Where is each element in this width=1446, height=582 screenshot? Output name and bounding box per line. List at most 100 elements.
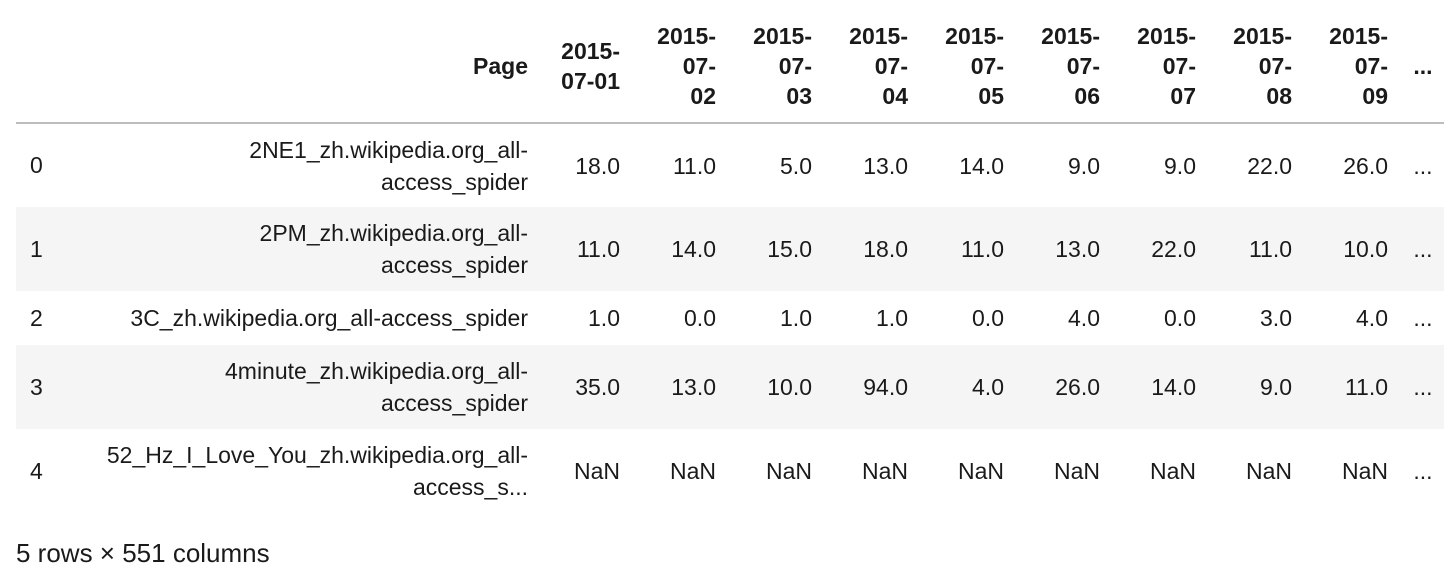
header-line: 03 <box>786 83 812 109</box>
page-cell: 4minute_zh.wikipedia.org_all-access_spid… <box>64 345 542 429</box>
header-line: 07 <box>1170 83 1196 109</box>
ellipsis-cell: ... <box>1413 374 1433 400</box>
value-cell: 35.0 <box>575 374 620 400</box>
value-cell: 14.0 <box>959 152 1004 179</box>
ellipsis-cell: ... <box>1413 305 1433 331</box>
header-line: 07- <box>1162 53 1196 79</box>
column-header-date: 2015- 07- 08 <box>1210 14 1306 123</box>
value-cell: NaN <box>1245 458 1292 484</box>
value-cell: 14.0 <box>1151 374 1196 400</box>
value-cell: NaN <box>1053 458 1100 484</box>
value-cell: 9.0 <box>1164 152 1196 179</box>
value-cell: 10.0 <box>1343 236 1388 262</box>
value-cell: 11.0 <box>672 152 716 179</box>
row-index: 2 <box>30 304 43 331</box>
header-line: 07- <box>1066 53 1100 79</box>
page-cell: 2NE1_zh.wikipedia.org_all-access_spider <box>64 123 542 207</box>
header-row: Page 2015- 07-01 2015- 07- 02 2015- 07- … <box>16 14 1444 123</box>
value-cell: 0.0 <box>972 305 1004 331</box>
header-line: 2015- <box>1329 23 1388 49</box>
value-cell: 0.0 <box>1164 305 1196 331</box>
value-cell: NaN <box>1341 458 1388 484</box>
value-cell: NaN <box>573 458 620 484</box>
header-line: 2015- <box>1233 23 1292 49</box>
header-line: 06 <box>1074 83 1100 109</box>
value-cell: 0.0 <box>684 305 716 331</box>
value-cell: 1.0 <box>876 305 908 331</box>
column-header-date: 2015- 07- 02 <box>634 14 730 123</box>
header-line: 07- <box>778 53 812 79</box>
page-line: 2NE1_zh.wikipedia.org_all- <box>249 136 528 163</box>
value-cell: NaN <box>861 458 908 484</box>
column-header-date: 2015- 07- 04 <box>826 14 922 123</box>
table-row: 3 4minute_zh.wikipedia.org_all-access_spi… <box>16 345 1444 429</box>
header-line: 07- <box>1354 53 1388 79</box>
value-cell: 18.0 <box>575 152 620 179</box>
column-header-date: 2015- 07-01 <box>542 14 634 123</box>
value-cell: 26.0 <box>1055 374 1100 400</box>
column-header-date: 2015- 07- 03 <box>730 14 826 123</box>
page-line: 3C_zh.wikipedia.org_all-access_spider <box>130 305 528 331</box>
table-row: 4 52_Hz_I_Love_You_zh.wikipedia.org_all-a… <box>16 429 1444 513</box>
value-cell: 11.0 <box>576 236 620 262</box>
header-line: 07- <box>970 53 1004 79</box>
column-header-date: 2015- 07- 05 <box>922 14 1018 123</box>
value-cell: 9.0 <box>1068 152 1100 179</box>
value-cell: 94.0 <box>863 374 908 400</box>
value-cell: 9.0 <box>1260 374 1292 400</box>
page-line: 52_Hz_I_Love_You_zh.wikipedia.org_all- <box>106 442 528 468</box>
page-line: 2PM_zh.wikipedia.org_all- <box>259 220 528 246</box>
header-line: 2015- <box>1041 23 1100 49</box>
column-header-label: Page <box>473 53 528 79</box>
row-index: 4 <box>30 457 43 484</box>
value-cell: NaN <box>957 458 1004 484</box>
header-line: 2015- <box>945 23 1004 49</box>
value-cell: 1.0 <box>588 305 620 331</box>
value-cell: 1.0 <box>780 305 812 331</box>
header-line: 08 <box>1266 83 1292 109</box>
header-line: 2015- <box>1137 23 1196 49</box>
ellipsis-cell: ... <box>1413 152 1433 179</box>
header-line: 07- <box>682 53 716 79</box>
value-cell: NaN <box>669 458 716 484</box>
column-header-ellipsis: ... <box>1402 14 1444 123</box>
row-index: 0 <box>30 152 43 178</box>
table-header: Page 2015- 07-01 2015- 07- 02 2015- 07- … <box>16 14 1444 123</box>
column-header-page: Page <box>64 14 542 123</box>
row-index: 1 <box>30 235 43 262</box>
header-line: 2015- <box>561 38 620 64</box>
header-line: 2015- <box>849 23 908 49</box>
value-cell: 22.0 <box>1247 152 1292 179</box>
header-line: 05 <box>978 83 1004 109</box>
table-body: 0 2NE1_zh.wikipedia.org_all-access_spider… <box>16 123 1444 513</box>
header-line: 02 <box>690 83 716 109</box>
page-line: access_s... <box>412 474 528 500</box>
page-cell: 3C_zh.wikipedia.org_all-access_spider <box>64 291 542 345</box>
header-line: 2015- <box>657 23 716 49</box>
value-cell: 10.0 <box>767 374 812 400</box>
value-cell: NaN <box>1149 458 1196 484</box>
header-line: 07- <box>874 53 908 79</box>
value-cell: 22.0 <box>1151 236 1196 262</box>
page-cell: 52_Hz_I_Love_You_zh.wikipedia.org_all-ac… <box>64 429 542 513</box>
dataframe-table: Page 2015- 07-01 2015- 07- 02 2015- 07- … <box>16 14 1444 513</box>
column-header-date: 2015- 07- 07 <box>1114 14 1210 123</box>
index-header <box>16 14 64 123</box>
dataframe-shape-summary: 5 rows × 551 columns <box>16 538 270 568</box>
value-cell: 18.0 <box>863 236 908 262</box>
value-cell: 4.0 <box>972 374 1004 400</box>
ellipsis-cell: ... <box>1413 236 1433 262</box>
page-line: access_spider <box>380 252 528 278</box>
header-line: 04 <box>882 83 908 109</box>
value-cell: 11.0 <box>960 236 1004 262</box>
value-cell: 5.0 <box>780 152 812 179</box>
value-cell: 13.0 <box>671 374 716 400</box>
page-line: 4minute_zh.wikipedia.org_all- <box>225 358 528 384</box>
table-row: 0 2NE1_zh.wikipedia.org_all-access_spider… <box>16 123 1444 207</box>
value-cell: NaN <box>765 458 812 484</box>
header-line: 09 <box>1362 83 1388 109</box>
value-cell: 26.0 <box>1343 152 1388 179</box>
ellipsis-cell: ... <box>1413 458 1433 484</box>
value-cell: 3.0 <box>1260 305 1292 331</box>
